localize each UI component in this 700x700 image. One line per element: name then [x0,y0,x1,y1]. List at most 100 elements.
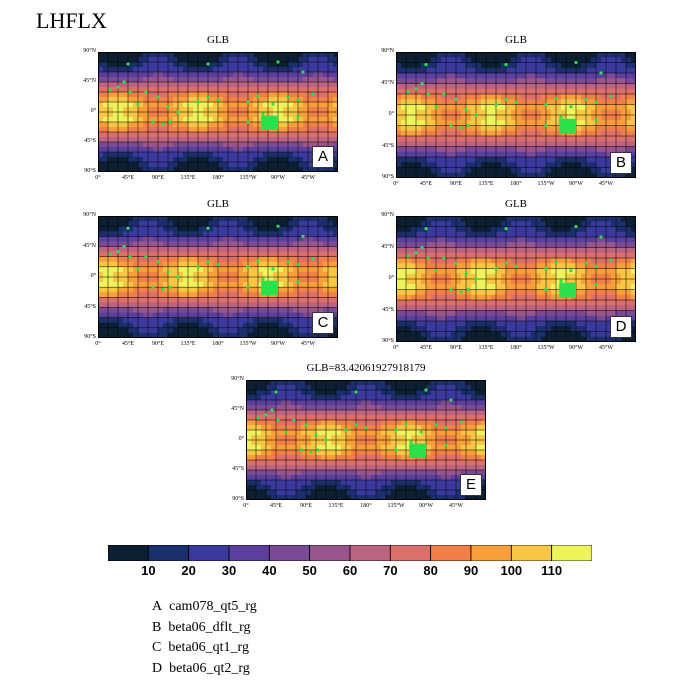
lon-tick-label: 45°E [419,181,433,187]
lat-tick-label: 90°N [231,376,244,382]
panel-title: GLB [505,34,527,46]
lat-tick-label: 45°N [381,79,394,86]
panel-letter: A [312,146,334,168]
lat-tick-label: 45°N [83,78,96,84]
lon-tick-label: 90°E [299,503,313,509]
lat-tick-label: 0° [388,275,394,281]
heatmap-field [396,216,636,342]
lon-tick-label: 0° [393,181,399,187]
panel-title: GLB [505,198,527,210]
lon-tick-label: 135°E [478,181,494,187]
colorbar-tick-label: 10 [141,563,156,578]
lon-tick-label: 0° [95,175,101,181]
heatmap-field [98,216,338,338]
lon-tick-label: 135°E [478,345,494,351]
lat-tick-label: 45°S [84,138,96,144]
colorbar-swatch [147,545,190,561]
colorbar-swatch [188,545,230,561]
lon-tick-label: 180° [510,181,522,187]
colorbar-swatch [551,545,592,561]
lon-tick-label: 135°E [328,503,344,509]
lon-tick-label: 135°W [537,345,555,351]
lon-tick-label: 135°W [239,175,257,181]
colorbar-swatch [389,545,432,561]
lon-tick-label: 135°E [180,175,196,181]
legend-item: D beta06_qt2_rg [152,660,250,676]
lat-tick-label: 90°S [84,334,96,340]
colorbar-tick-label: 100 [500,563,523,578]
map-panel-c: GLB 90°N 45°N 0° 45°S 90°S 0° 45°E 90°E 135°E 180°… [68,198,368,360]
lon-tick-label: 0° [393,345,399,351]
lon-tick-label: 90°W [568,345,584,351]
lat-tick-label: 45°S [382,306,394,313]
colorbar-swatch [470,545,512,561]
colorbar [108,545,592,561]
lon-tick-label: 135°W [387,503,405,509]
colorbar-tick-label: 50 [302,563,317,578]
lon-tick-label: 90°W [270,341,286,347]
colorbar-tick-label: 60 [342,563,358,578]
lon-tick-label: 135°W [537,181,555,187]
lat-tick-label: 45°S [382,142,394,149]
lat-tick-label: 90°S [232,496,244,502]
lon-tick-label: 45°E [121,341,135,347]
panel-letter: B [610,152,632,174]
map-panel-b: GLB 90°N 45°N 0° 45°S 90°S 0° 45°E 90°E 135°E 180°… [366,34,666,200]
panel-title: GLB=83.42061927918179 [306,362,426,374]
colorbar-tick-label: 90 [463,563,479,578]
lon-tick-label: 45°W [448,503,464,509]
lon-tick-label: 180° [360,503,372,509]
lat-tick-label: 0° [388,111,394,117]
lat-tick-label: 90°N [381,48,394,54]
colorbar-swatch [268,545,311,561]
lon-tick-label: 180° [510,345,522,351]
lon-tick-label: 45°E [121,175,135,181]
panel-title: GLB [207,198,229,210]
colorbar-tick-label: 40 [262,563,277,578]
panel-title: GLB [207,34,229,46]
lon-tick-label: 45°W [300,341,316,347]
colorbar-swatch [349,545,391,561]
lon-tick-label: 90°E [449,181,463,187]
lat-tick-label: 45°N [231,406,244,412]
lon-tick-label: 90°W [270,175,286,181]
lon-tick-label: 90°E [151,341,165,347]
lat-tick-label: 0° [90,273,96,279]
lat-tick-label: 0° [90,108,96,114]
legend-item: C beta06_qt1_rg [152,640,249,655]
lat-tick-label: 45°N [381,243,394,250]
colorbar-swatch [309,545,351,561]
colorbar-swatch [228,545,270,561]
lon-tick-label: 45°W [598,345,614,351]
legend-item: B beta06_dflt_rg [152,619,251,635]
lat-tick-label: 90°S [382,338,394,344]
lat-tick-label: 90°N [381,212,394,218]
map-panel-e: GLB=83.42061927918179 90°N 45°N 0° 45°S 90°S 0… [216,362,516,522]
lat-tick-label: 90°S [382,174,394,180]
lon-tick-label: 90°W [568,181,584,187]
page-title: LHFLX [36,8,107,33]
panel-letter: C [312,312,334,334]
colorbar-tick-label: 30 [221,563,237,578]
lon-tick-label: 0° [95,341,101,347]
colorbar-swatch [108,545,149,561]
lat-tick-label: 90°N [83,212,96,218]
lon-tick-label: 90°W [418,503,434,509]
heatmap-field [396,52,636,178]
colorbar-tick-label: 20 [181,563,196,578]
lon-tick-label: 45°W [598,181,614,187]
panel-letter: D [610,316,632,338]
lat-tick-label: 45°S [84,303,96,310]
lon-tick-label: 90°E [449,345,463,351]
lat-tick-label: 45°N [83,242,96,249]
legend-item: A cam078_qt5_rg [152,599,257,614]
map-panel-a: GLB 90°N 45°N 0° 45°S 90°S 0° 45°E 90°E 135°E 180°… [68,34,368,194]
lon-tick-label: 45°E [419,345,433,351]
lon-tick-label: 135°E [180,341,196,347]
lon-tick-label: 0° [243,503,249,509]
lon-tick-label: 135°W [239,341,257,347]
colorbar-tick-label: 70 [383,563,398,578]
lon-tick-label: 45°E [269,503,283,509]
colorbar-tick-label: 110 [541,563,563,578]
lat-tick-label: 0° [238,436,244,442]
